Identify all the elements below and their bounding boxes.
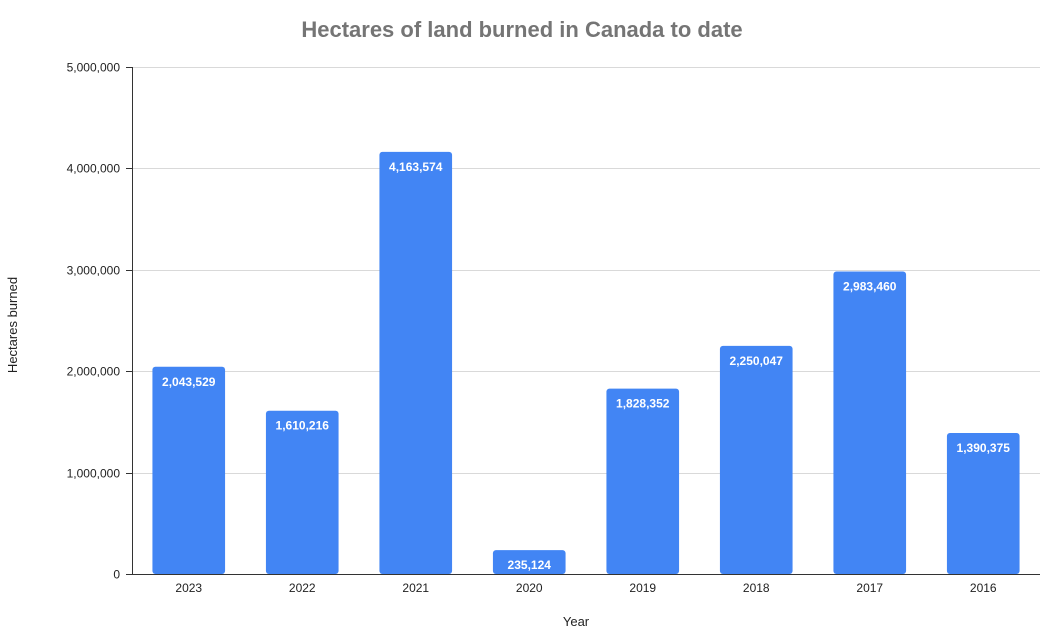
y-tick-label: 1,000,000 <box>67 467 121 481</box>
y-tick-label: 2,000,000 <box>67 365 121 379</box>
bar-2020 <box>492 550 566 574</box>
x-axis-title: Year <box>563 614 590 629</box>
x-tick-label-2017: 2017 <box>856 581 883 595</box>
data-label-2020: 235,124 <box>508 558 552 572</box>
axes <box>126 67 1040 575</box>
data-label-2017: 2,983,460 <box>843 279 897 293</box>
data-label-2019: 1,828,352 <box>616 397 670 411</box>
x-tick-label-2022: 2022 <box>289 581 316 595</box>
bar-2022 <box>265 410 339 574</box>
x-tick-label-2020: 2020 <box>516 581 543 595</box>
y-tick-label: 4,000,000 <box>67 162 121 176</box>
data-label-2018: 2,250,047 <box>730 354 784 368</box>
labels: 0 1,000,000 2,000,000 3,000,000 4,000,000 5,0… <box>67 61 1011 596</box>
bar-2019 <box>606 388 680 574</box>
data-label-2023: 2,043,529 <box>162 375 216 389</box>
bars <box>152 151 1020 574</box>
y-tick-label: 3,000,000 <box>67 264 121 278</box>
y-tick-label: 5,000,000 <box>67 61 121 75</box>
bar-2023 <box>152 366 226 574</box>
bar-2018 <box>719 345 793 574</box>
x-tick-label-2016: 2016 <box>970 581 997 595</box>
x-tick-label-2018: 2018 <box>743 581 770 595</box>
y-axis-title: Hectares burned <box>5 277 20 373</box>
x-tick-label-2023: 2023 <box>175 581 202 595</box>
data-label-2016: 1,390,375 <box>957 441 1011 455</box>
chart-title: Hectares of land burned in Canada to dat… <box>301 17 742 42</box>
data-label-2022: 1,610,216 <box>276 419 330 433</box>
bar-2017 <box>833 271 907 574</box>
data-label-2021: 4,163,574 <box>389 160 443 174</box>
bar-2016 <box>946 433 1020 574</box>
bar-2021 <box>379 151 453 574</box>
x-tick-label-2021: 2021 <box>402 581 429 595</box>
y-tick-label: 0 <box>113 568 120 582</box>
x-tick-label-2019: 2019 <box>629 581 656 595</box>
